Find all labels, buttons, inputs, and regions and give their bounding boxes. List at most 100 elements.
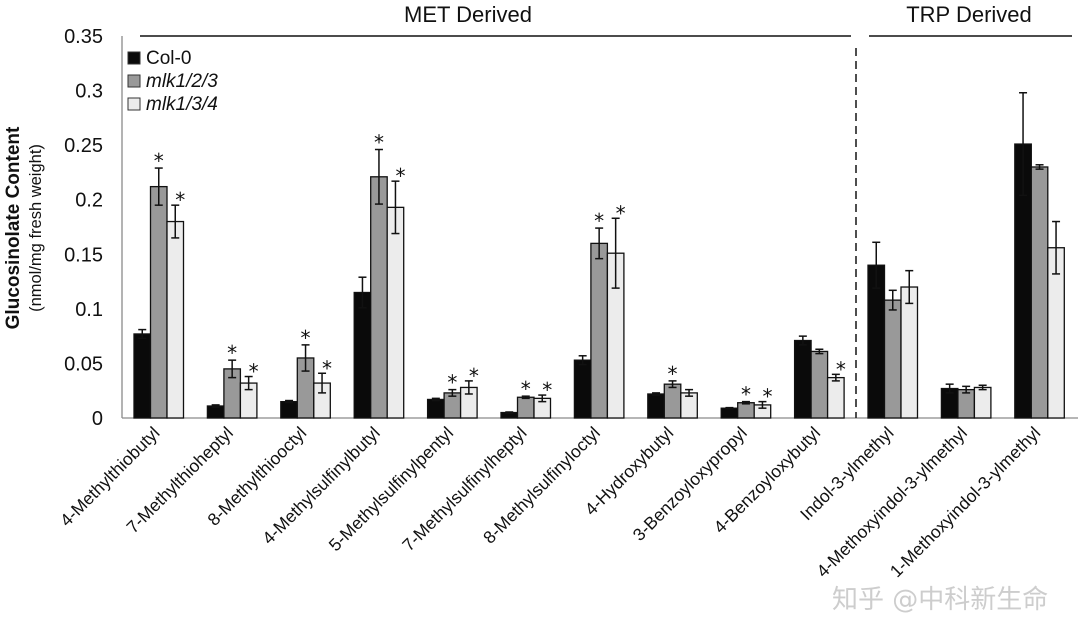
bar-mlk1-2-3 <box>957 388 976 419</box>
bar-col-0 <box>353 291 372 419</box>
y-tick-label: 0 <box>92 408 103 430</box>
bar-group <box>1014 92 1065 419</box>
bar-group: ** <box>133 149 185 419</box>
error-bar <box>228 359 237 379</box>
bar-group: ** <box>720 383 772 419</box>
y-axis-label: Glucosinolate Content <box>3 126 24 329</box>
significance-star: * <box>395 164 405 188</box>
bar-col-0 <box>426 398 445 419</box>
legend-label: Col-0 <box>146 48 191 69</box>
bar-group <box>940 383 992 419</box>
error-bar <box>448 388 457 397</box>
significance-star: * <box>542 378 552 402</box>
error-bar <box>611 217 620 289</box>
bar-group: ** <box>573 201 626 419</box>
error-bar <box>578 355 587 366</box>
significance-star: * <box>836 357 846 381</box>
bar-group: ** <box>500 377 552 419</box>
error-bar <box>905 269 914 305</box>
bar-mlk1-2-3 <box>883 299 902 419</box>
error-bar <box>652 392 661 396</box>
bar-mlk1-2-3 <box>810 350 829 419</box>
bar-col-0 <box>647 393 665 419</box>
section-label-met: MET Derived <box>404 2 532 27</box>
y-tick-label: 0.35 <box>64 26 103 48</box>
y-tick-label: 0.3 <box>75 81 103 103</box>
error-bar <box>318 372 327 394</box>
error-bar <box>741 400 750 405</box>
bar-col-0 <box>793 339 812 419</box>
y-tick-label: 0.1 <box>75 299 103 321</box>
y-axis-title: Glucosinolate Content (nmol/mg fresh wei… <box>3 126 45 329</box>
bar-group: ** <box>280 326 332 419</box>
error-bar <box>244 375 253 391</box>
bar-mlk1-3-4 <box>900 286 919 419</box>
significance-star: * <box>521 377 531 401</box>
error-bar <box>171 204 180 239</box>
bar-mlk1-3-4 <box>973 386 992 419</box>
bar-col-0 <box>573 359 592 419</box>
bar-mlk1-2-3 <box>1030 166 1049 419</box>
error-bar <box>888 289 897 311</box>
error-bar <box>978 384 987 391</box>
section-label-trp: TRP Derived <box>906 2 1032 27</box>
bar-group: ** <box>206 341 259 419</box>
error-bar <box>285 399 294 404</box>
legend-label: mlk1/3/4 <box>146 94 218 115</box>
y-axis-sublabel: (nmol/mg fresh weight) <box>27 144 45 312</box>
category-label: 4-Methoxyindol-3-ylmethyl <box>812 423 971 582</box>
bar-mlk1-2-3 <box>370 176 388 419</box>
bar-mlk1-3-4 <box>386 206 405 419</box>
bar-col-0 <box>133 333 152 419</box>
bar-mlk1-3-4 <box>826 376 845 419</box>
error-bar <box>725 406 734 410</box>
error-bar <box>685 388 694 397</box>
significance-star: * <box>594 209 604 233</box>
significance-star: * <box>447 371 457 395</box>
error-bar <box>521 395 530 400</box>
watermark: 知乎 @中科新生命 <box>832 585 1048 615</box>
significance-star: * <box>175 188 185 212</box>
error-bar <box>945 383 954 394</box>
bar-group <box>867 241 919 419</box>
significance-star: * <box>616 201 626 225</box>
error-bar <box>391 180 400 235</box>
significance-star: * <box>227 341 237 365</box>
error-bar <box>154 167 163 206</box>
category-label: 7-Methylsulfinylheptyl <box>398 423 530 555</box>
legend-item: mlk1/2/3 <box>127 71 218 92</box>
significance-star: * <box>762 385 772 409</box>
bar-col-0 <box>720 407 739 419</box>
bar-mlk1-2-3 <box>663 383 682 419</box>
significance-star: * <box>741 383 751 407</box>
error-bar <box>301 344 310 372</box>
bar-mlk1-2-3 <box>590 242 609 419</box>
bar-col-0 <box>280 400 298 419</box>
bar-group: * <box>647 362 698 419</box>
significance-star: * <box>249 360 259 384</box>
bar-mlk1-2-3 <box>149 185 168 419</box>
significance-star: * <box>668 362 678 386</box>
y-tick-label: 0.2 <box>75 190 103 212</box>
error-bar <box>815 348 824 355</box>
y-tick-label: 0.15 <box>64 244 103 266</box>
error-bar <box>431 397 440 402</box>
error-bar <box>464 380 473 395</box>
error-bar <box>138 328 147 340</box>
error-bar <box>798 335 807 346</box>
significance-star: * <box>322 356 332 380</box>
y-tick-label: 0.05 <box>64 353 103 375</box>
error-bar <box>505 411 514 414</box>
bar-group: * <box>793 335 846 419</box>
error-bar <box>1035 164 1044 170</box>
error-bar <box>538 394 547 403</box>
x-axis-category-labels: 4-Methylthiobutyl7-Methylthioheptyl8-Met… <box>56 423 1044 582</box>
category-label: 5-Methylsulfinylpentyl <box>325 423 457 555</box>
error-bar <box>668 380 677 389</box>
error-bar <box>872 241 881 289</box>
bar-group: ** <box>426 364 479 419</box>
legend-label: mlk1/2/3 <box>146 71 218 92</box>
error-bar <box>962 385 971 394</box>
significance-star: * <box>374 131 384 155</box>
